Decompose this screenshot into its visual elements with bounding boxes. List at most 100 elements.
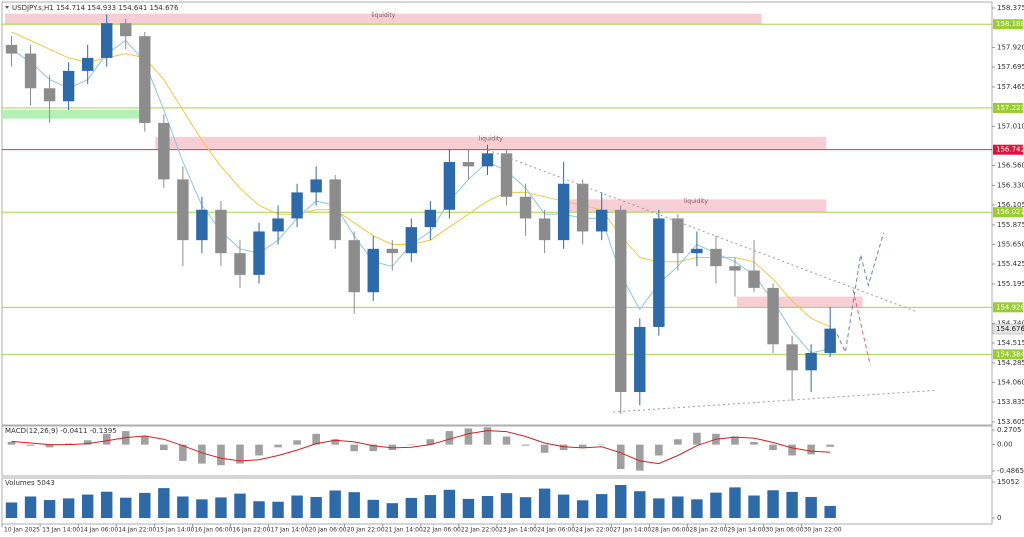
candle-body xyxy=(519,196,532,219)
level-tag xyxy=(993,207,1023,218)
candle-body xyxy=(786,344,798,371)
x-tick-label: 28 Jan 22:00 xyxy=(689,527,727,534)
candle-body xyxy=(329,179,341,241)
x-tick-label: 16 Jan 22:00 xyxy=(232,527,270,534)
candle-body xyxy=(729,266,741,271)
candle-body xyxy=(710,248,722,267)
x-tick-label: 10 Jan 2025 xyxy=(4,527,40,534)
volume-bar xyxy=(786,491,798,518)
candle-body xyxy=(824,328,836,353)
y-tick-label: 155.195 xyxy=(997,280,1024,288)
x-tick-label: 22 Jan 06:00 xyxy=(423,527,461,534)
candle-body xyxy=(596,209,608,232)
volume-bar xyxy=(691,499,703,518)
volume-title: Volumes 5043 xyxy=(5,479,55,487)
y-tick-label: 156.105 xyxy=(997,201,1024,209)
level-tag xyxy=(993,144,1023,155)
x-tick-label: 24 Jan 06:00 xyxy=(537,527,575,534)
macd-bar xyxy=(616,444,625,470)
macd-bar xyxy=(807,444,815,455)
macd-bar xyxy=(331,439,339,445)
macd-bar xyxy=(502,436,511,445)
volume-bar xyxy=(481,495,494,518)
candle-body xyxy=(500,153,513,197)
candle-body xyxy=(62,70,75,102)
menu-icon[interactable] xyxy=(5,6,9,9)
volume-bar xyxy=(500,493,513,518)
x-tick-label: 27 Jan 14:00 xyxy=(613,527,651,534)
zone xyxy=(2,109,143,119)
x-tick-label: 14 Jan 06:00 xyxy=(80,527,118,534)
candle-body xyxy=(557,183,570,241)
y-tick-label: 153.835 xyxy=(997,398,1024,406)
macd-bar xyxy=(83,440,92,445)
volume-bar xyxy=(196,499,208,518)
y-tick-label: 155.875 xyxy=(997,221,1024,229)
macd-bar xyxy=(521,444,530,446)
chart-title: USDJPY.s,H1 154.714 154.933 154.641 154.… xyxy=(12,4,179,12)
volume-bar xyxy=(710,492,722,518)
macd-bar xyxy=(693,432,701,445)
macd-bar xyxy=(388,444,397,451)
macd-bar xyxy=(578,444,587,448)
trendline xyxy=(487,149,918,313)
candle-body xyxy=(481,153,494,167)
candle-body xyxy=(634,326,646,393)
y-tick-label: 0.00 xyxy=(997,441,1013,449)
x-tick-label: 30 Jan 06:00 xyxy=(766,527,804,534)
candle-body xyxy=(101,23,113,58)
last-price-tag xyxy=(992,323,1024,335)
candle-body xyxy=(367,248,379,293)
zone xyxy=(5,13,762,25)
macd-bar xyxy=(788,444,796,456)
macd-bar xyxy=(559,444,568,451)
macd-bar xyxy=(255,444,263,456)
candle-body xyxy=(767,287,779,345)
volume-bar xyxy=(519,497,532,518)
volume-bar xyxy=(538,488,551,518)
y-tick-label: 158.375 xyxy=(997,4,1024,12)
y-tick-label: 156.330 xyxy=(997,181,1024,189)
y-tick-label: 154.515 xyxy=(997,339,1024,347)
y-tick-label: 157.695 xyxy=(997,63,1024,71)
y-tick-label: 15052 xyxy=(997,478,1019,486)
candle-body xyxy=(81,57,94,71)
level-tag-label: 158.188 xyxy=(996,20,1024,28)
y-tick-label: 154.285 xyxy=(997,359,1024,367)
level-tag xyxy=(993,102,1023,113)
macd-bar xyxy=(217,444,225,466)
candle-body xyxy=(310,179,322,193)
volume-bar xyxy=(767,490,779,518)
macd-bar xyxy=(64,443,73,445)
candle-body xyxy=(5,44,18,54)
macd-bar xyxy=(407,444,416,446)
volume-bar xyxy=(215,497,227,518)
volume-bar xyxy=(291,495,303,518)
candle-body xyxy=(805,352,817,371)
trendline xyxy=(833,233,884,354)
y-tick-label: 156.560 xyxy=(997,162,1024,170)
macd-bar xyxy=(426,439,435,445)
volume-bar xyxy=(329,490,341,518)
y-tick-label: 154.060 xyxy=(997,378,1024,386)
macd-title: MACD(12,26,9) -0.0411 -0.1395 xyxy=(5,427,117,435)
y-tick-label: 157.920 xyxy=(997,43,1024,51)
macd-signal xyxy=(11,430,831,465)
y-tick-label: 155.650 xyxy=(997,240,1024,248)
volume-bar xyxy=(348,492,360,518)
x-tick-label: 22 Jan 22:00 xyxy=(461,527,499,534)
zone xyxy=(155,136,827,150)
volume-bar xyxy=(272,501,284,518)
zone xyxy=(736,296,863,308)
candle-body xyxy=(462,162,475,167)
zone-label: liquidity xyxy=(479,135,503,142)
macd-bar xyxy=(731,436,739,445)
candle-body xyxy=(615,209,627,393)
candle-body xyxy=(177,179,189,241)
volume-bar xyxy=(234,493,246,518)
trendline xyxy=(613,389,937,413)
volume-bar xyxy=(748,495,760,518)
